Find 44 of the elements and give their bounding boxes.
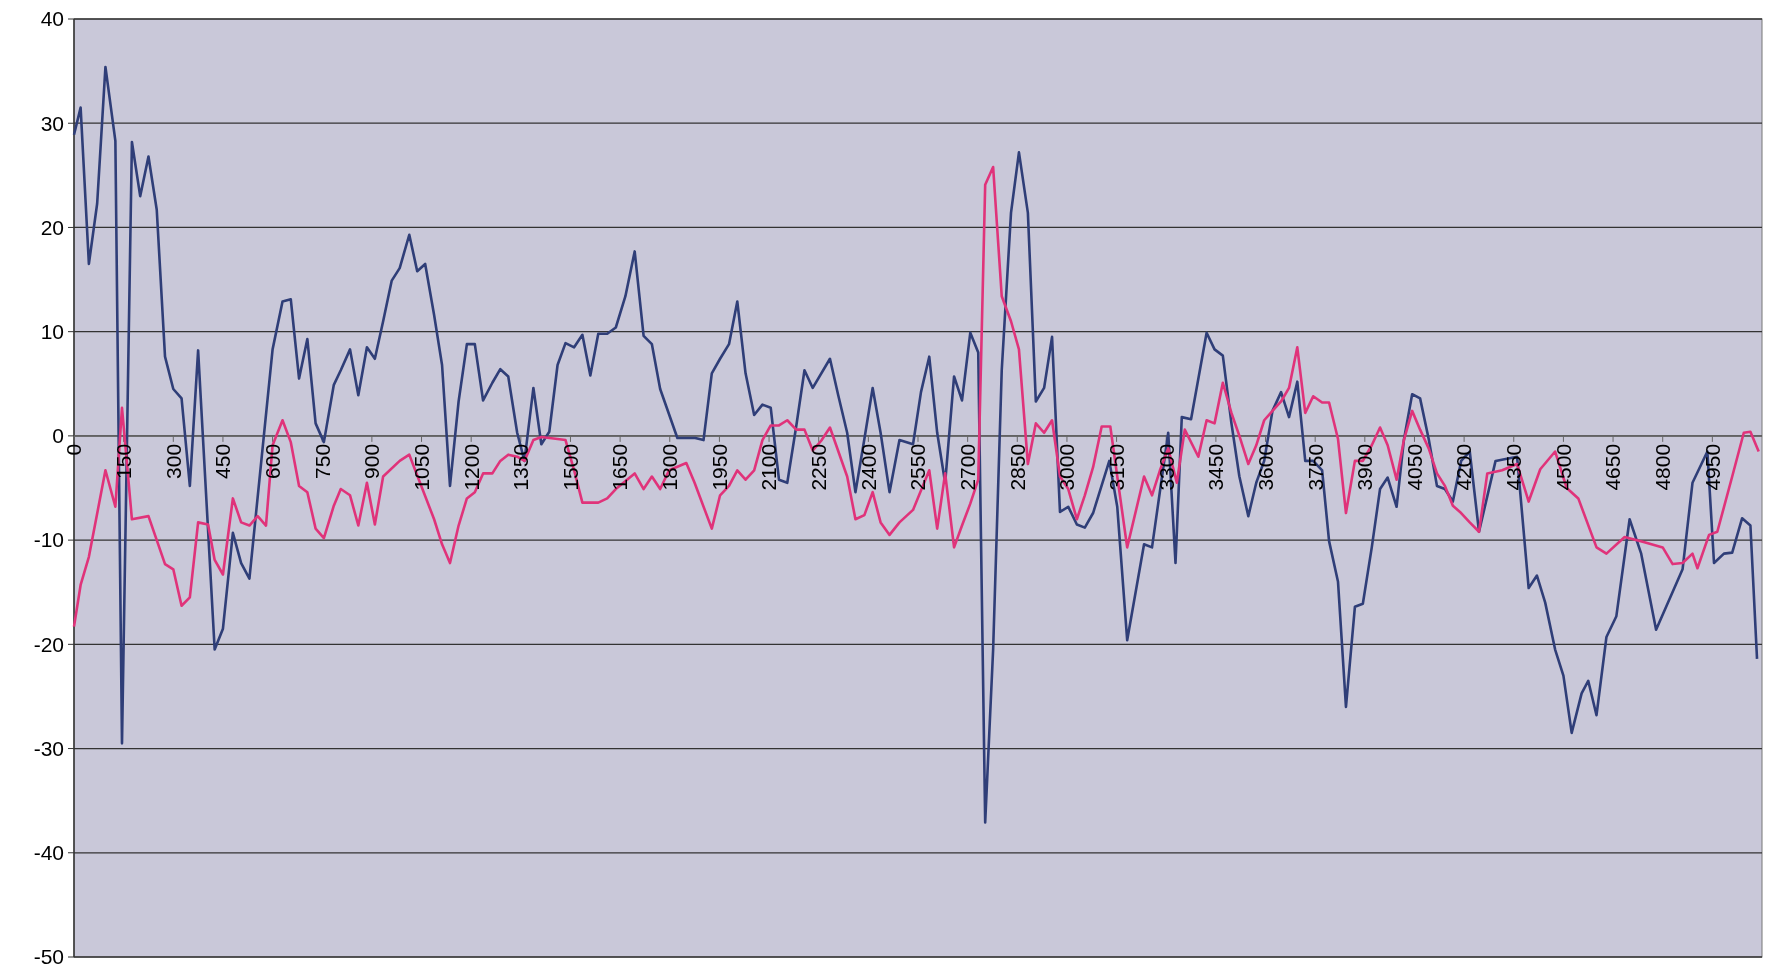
x-tick-label: 150 — [112, 443, 135, 479]
x-tick-label: 2700 — [956, 443, 979, 491]
x-tick-label: 3000 — [1055, 443, 1079, 491]
x-tick-label: 1800 — [658, 443, 682, 491]
x-tick-label: 2550 — [906, 443, 930, 491]
x-tick-label: 3600 — [1253, 443, 1277, 491]
x-tick-label: 4200 — [1452, 443, 1476, 491]
x-tick-label: 4350 — [1502, 443, 1526, 491]
x-tick-label: 1950 — [707, 443, 731, 491]
x-tick-label: 0 — [62, 443, 86, 456]
x-tick-label: 300 — [161, 443, 185, 479]
x-tick-label: 1500 — [558, 443, 582, 491]
x-tick-label: 2100 — [757, 443, 781, 491]
x-tick-label: 1050 — [409, 443, 433, 491]
x-tick-label: 4950 — [1700, 443, 1724, 491]
x-tick-label: 3450 — [1204, 443, 1228, 491]
x-tick-label: 3750 — [1303, 443, 1327, 491]
y-tick-label: -50 — [33, 945, 64, 969]
x-tick-label: 1200 — [459, 443, 483, 491]
y-tick-label: 40 — [40, 7, 64, 31]
x-tick-label: 3300 — [1154, 443, 1178, 491]
y-tick-label: -40 — [33, 841, 64, 865]
x-tick-label: 1650 — [608, 443, 632, 491]
x-tick-label: 4050 — [1402, 443, 1426, 491]
x-tick-label: 4650 — [1601, 443, 1625, 491]
x-tick-label: 2250 — [807, 443, 831, 491]
x-tick-label: 1350 — [509, 443, 533, 491]
x-tick-label: 450 — [211, 443, 235, 479]
x-tick-label: 3150 — [1104, 443, 1128, 491]
y-tick-label: 0 — [52, 424, 64, 448]
x-tick-label: 750 — [310, 443, 334, 479]
y-tick-label: 20 — [40, 215, 64, 239]
y-tick-label: -30 — [33, 736, 64, 760]
x-tick-label: 2400 — [856, 443, 880, 491]
x-tick-label: 2850 — [1005, 443, 1029, 491]
x-tick-label: 3900 — [1353, 443, 1377, 491]
y-tick-label: -10 — [33, 528, 64, 552]
y-tick-label: 30 — [40, 111, 64, 135]
x-tick-label: 900 — [360, 443, 384, 479]
x-tick-label: 4500 — [1551, 443, 1575, 491]
x-tick-label: 4800 — [1651, 443, 1675, 491]
y-tick-label: -20 — [33, 632, 64, 656]
x-tick-label: 600 — [260, 443, 284, 479]
y-tick-label: 10 — [40, 320, 64, 344]
